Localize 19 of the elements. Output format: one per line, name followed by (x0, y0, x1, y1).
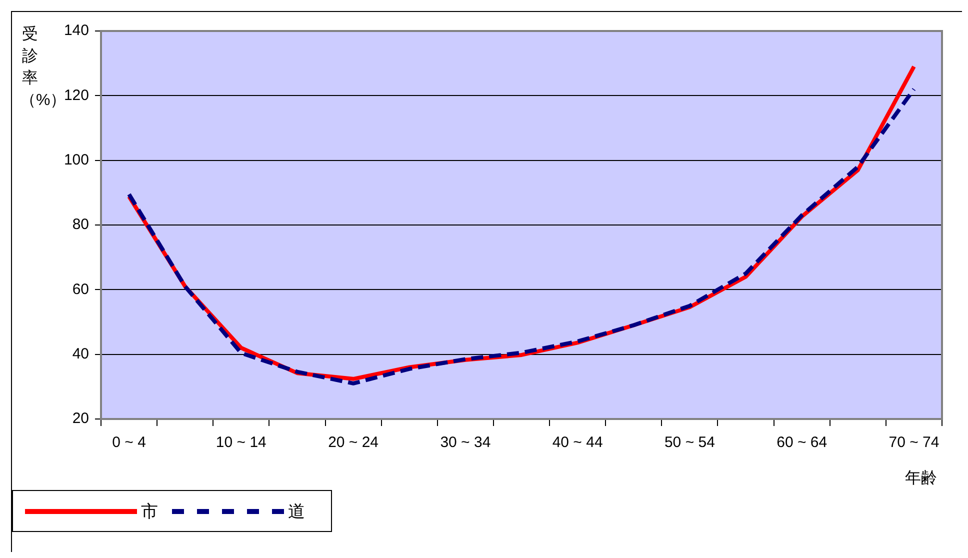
x-tick-label: 20 ~ 24 (328, 434, 379, 452)
y-tick-label: 60 (72, 280, 89, 298)
x-axis-title: 年齢 (905, 469, 937, 489)
y-tick-label: 20 (72, 410, 89, 428)
y-tick-label: 140 (64, 22, 89, 40)
y-tick-label: 80 (72, 216, 89, 234)
legend-label: 市 (141, 500, 158, 522)
x-tick-label: 70 ~ 74 (888, 434, 940, 452)
x-tick-label: 10 ~ 14 (216, 434, 266, 452)
x-tick-label: 50 ~ 54 (664, 434, 715, 452)
x-tick-label: 0 ~ 4 (112, 434, 146, 452)
y-tick-label: 120 (64, 86, 89, 104)
x-tick-label: 30 ~ 34 (440, 434, 491, 452)
y-axis-title: 受診率（%） (20, 26, 66, 111)
legend-label: 道 (288, 500, 305, 522)
y-tick-label: 100 (64, 151, 89, 168)
x-tick-label: 60 ~ 64 (776, 434, 828, 452)
x-tick-label: 40 ~ 44 (552, 434, 603, 452)
y-tick-label: 40 (72, 345, 89, 362)
